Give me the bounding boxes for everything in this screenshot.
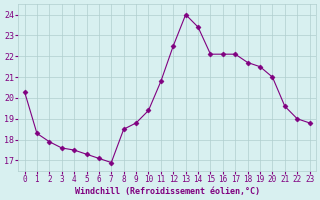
X-axis label: Windchill (Refroidissement éolien,°C): Windchill (Refroidissement éolien,°C) bbox=[75, 187, 260, 196]
